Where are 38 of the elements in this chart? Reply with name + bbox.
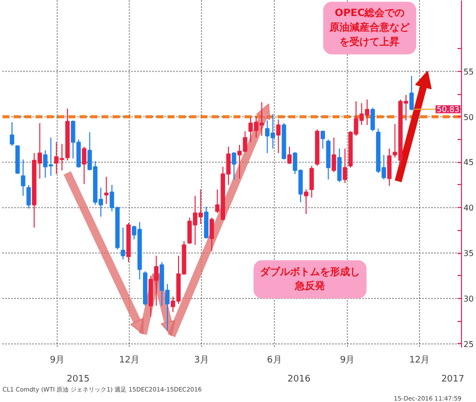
y-tick-label: 30 (464, 294, 474, 304)
annotation: OPEC総会での原油減産合意などを受けて上昇 (328, 7, 411, 48)
ref-line-label: 50.83 (436, 105, 460, 114)
text: 2016 (288, 374, 311, 384)
x-tick-label: 9月 (50, 356, 65, 366)
y-tick-label: 55 (464, 67, 474, 76)
candlestick (337, 148, 342, 183)
candlestick (409, 75, 414, 111)
text: 2017 (441, 374, 464, 384)
x-tick-label: 6月 (267, 356, 282, 366)
candlestick (320, 130, 325, 150)
annotation: ダブルボトムを形成し急反発 (260, 266, 360, 292)
x-tick-label: 12月 (409, 356, 430, 366)
candlestick (120, 227, 126, 260)
candlestick (82, 146, 86, 184)
y-tick-label: 45 (464, 158, 474, 168)
candlestick (104, 176, 109, 204)
candlestick (210, 217, 214, 252)
candlestick (10, 122, 14, 146)
y-tick-label: 25 (464, 340, 474, 349)
candlestick (387, 148, 392, 186)
candlestick (309, 165, 314, 198)
candlestick (26, 184, 31, 210)
x-tick-label: 3月 (194, 356, 209, 366)
y-tick-label: 35 (464, 249, 474, 258)
candlestick (304, 188, 308, 214)
candlestick (20, 158, 26, 196)
candlestick (332, 137, 336, 173)
y-tick-label: 40 (464, 204, 474, 213)
candlestick (342, 148, 348, 184)
candlestick (370, 107, 375, 132)
candlestick (276, 118, 281, 154)
x-tick-label: 12月 (119, 356, 140, 366)
text: 2015 (66, 374, 90, 384)
x-tick-label: 9月 (340, 356, 355, 366)
y-tick-label: 50 (464, 112, 474, 122)
candlestick (232, 152, 236, 180)
candlestick (287, 146, 292, 165)
